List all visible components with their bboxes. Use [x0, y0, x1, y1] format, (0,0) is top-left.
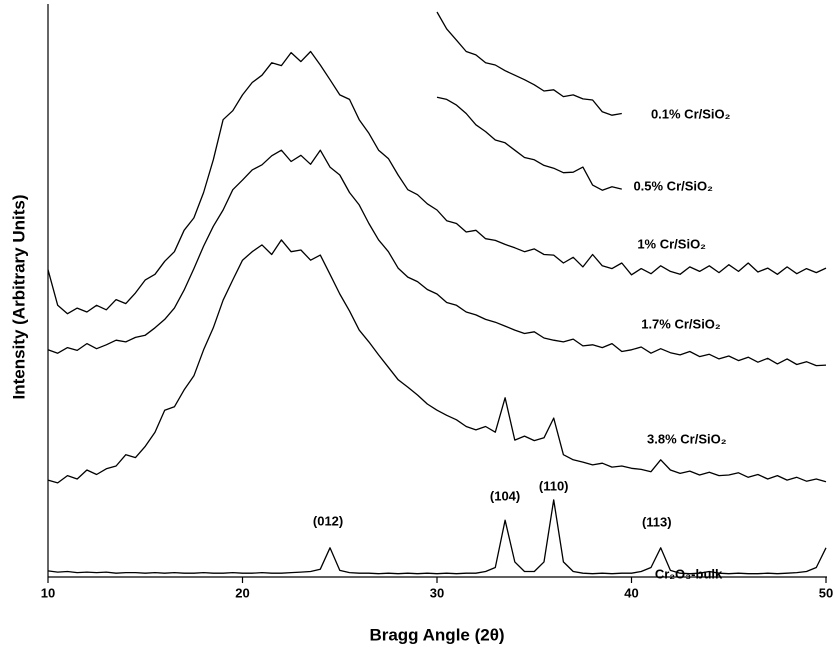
series-label: 0.1% Cr/SiO₂ — [651, 107, 731, 122]
series-label: Cr₂O₃-bulk — [655, 566, 723, 581]
data-line — [436, 96, 622, 191]
data-line — [436, 11, 622, 116]
data-line — [47, 149, 827, 367]
x-tick-label: 50 — [819, 585, 833, 600]
peak-label: (113) — [642, 514, 672, 529]
x-tick-label: 20 — [235, 585, 249, 600]
peak-label: (110) — [539, 478, 569, 493]
data-line — [47, 239, 827, 484]
x-tick-label: 40 — [624, 585, 638, 600]
data-line — [47, 499, 827, 575]
series-label: 0.5% Cr/SiO₂ — [633, 178, 713, 193]
x-axis-title: Bragg Angle (2θ) — [369, 625, 504, 644]
series-label: 1% Cr/SiO₂ — [637, 236, 706, 251]
series-label: 3.8% Cr/SiO₂ — [647, 432, 727, 447]
x-tick-label: 10 — [41, 585, 55, 600]
peak-label: (104) — [490, 488, 520, 503]
series-label: 1.7% Cr/SiO₂ — [641, 316, 721, 331]
data-line — [47, 50, 827, 315]
x-tick-label: 30 — [430, 585, 444, 600]
peak-label: (012) — [313, 513, 343, 528]
y-axis-title: Intensity (Arbitrary Units) — [9, 195, 28, 400]
